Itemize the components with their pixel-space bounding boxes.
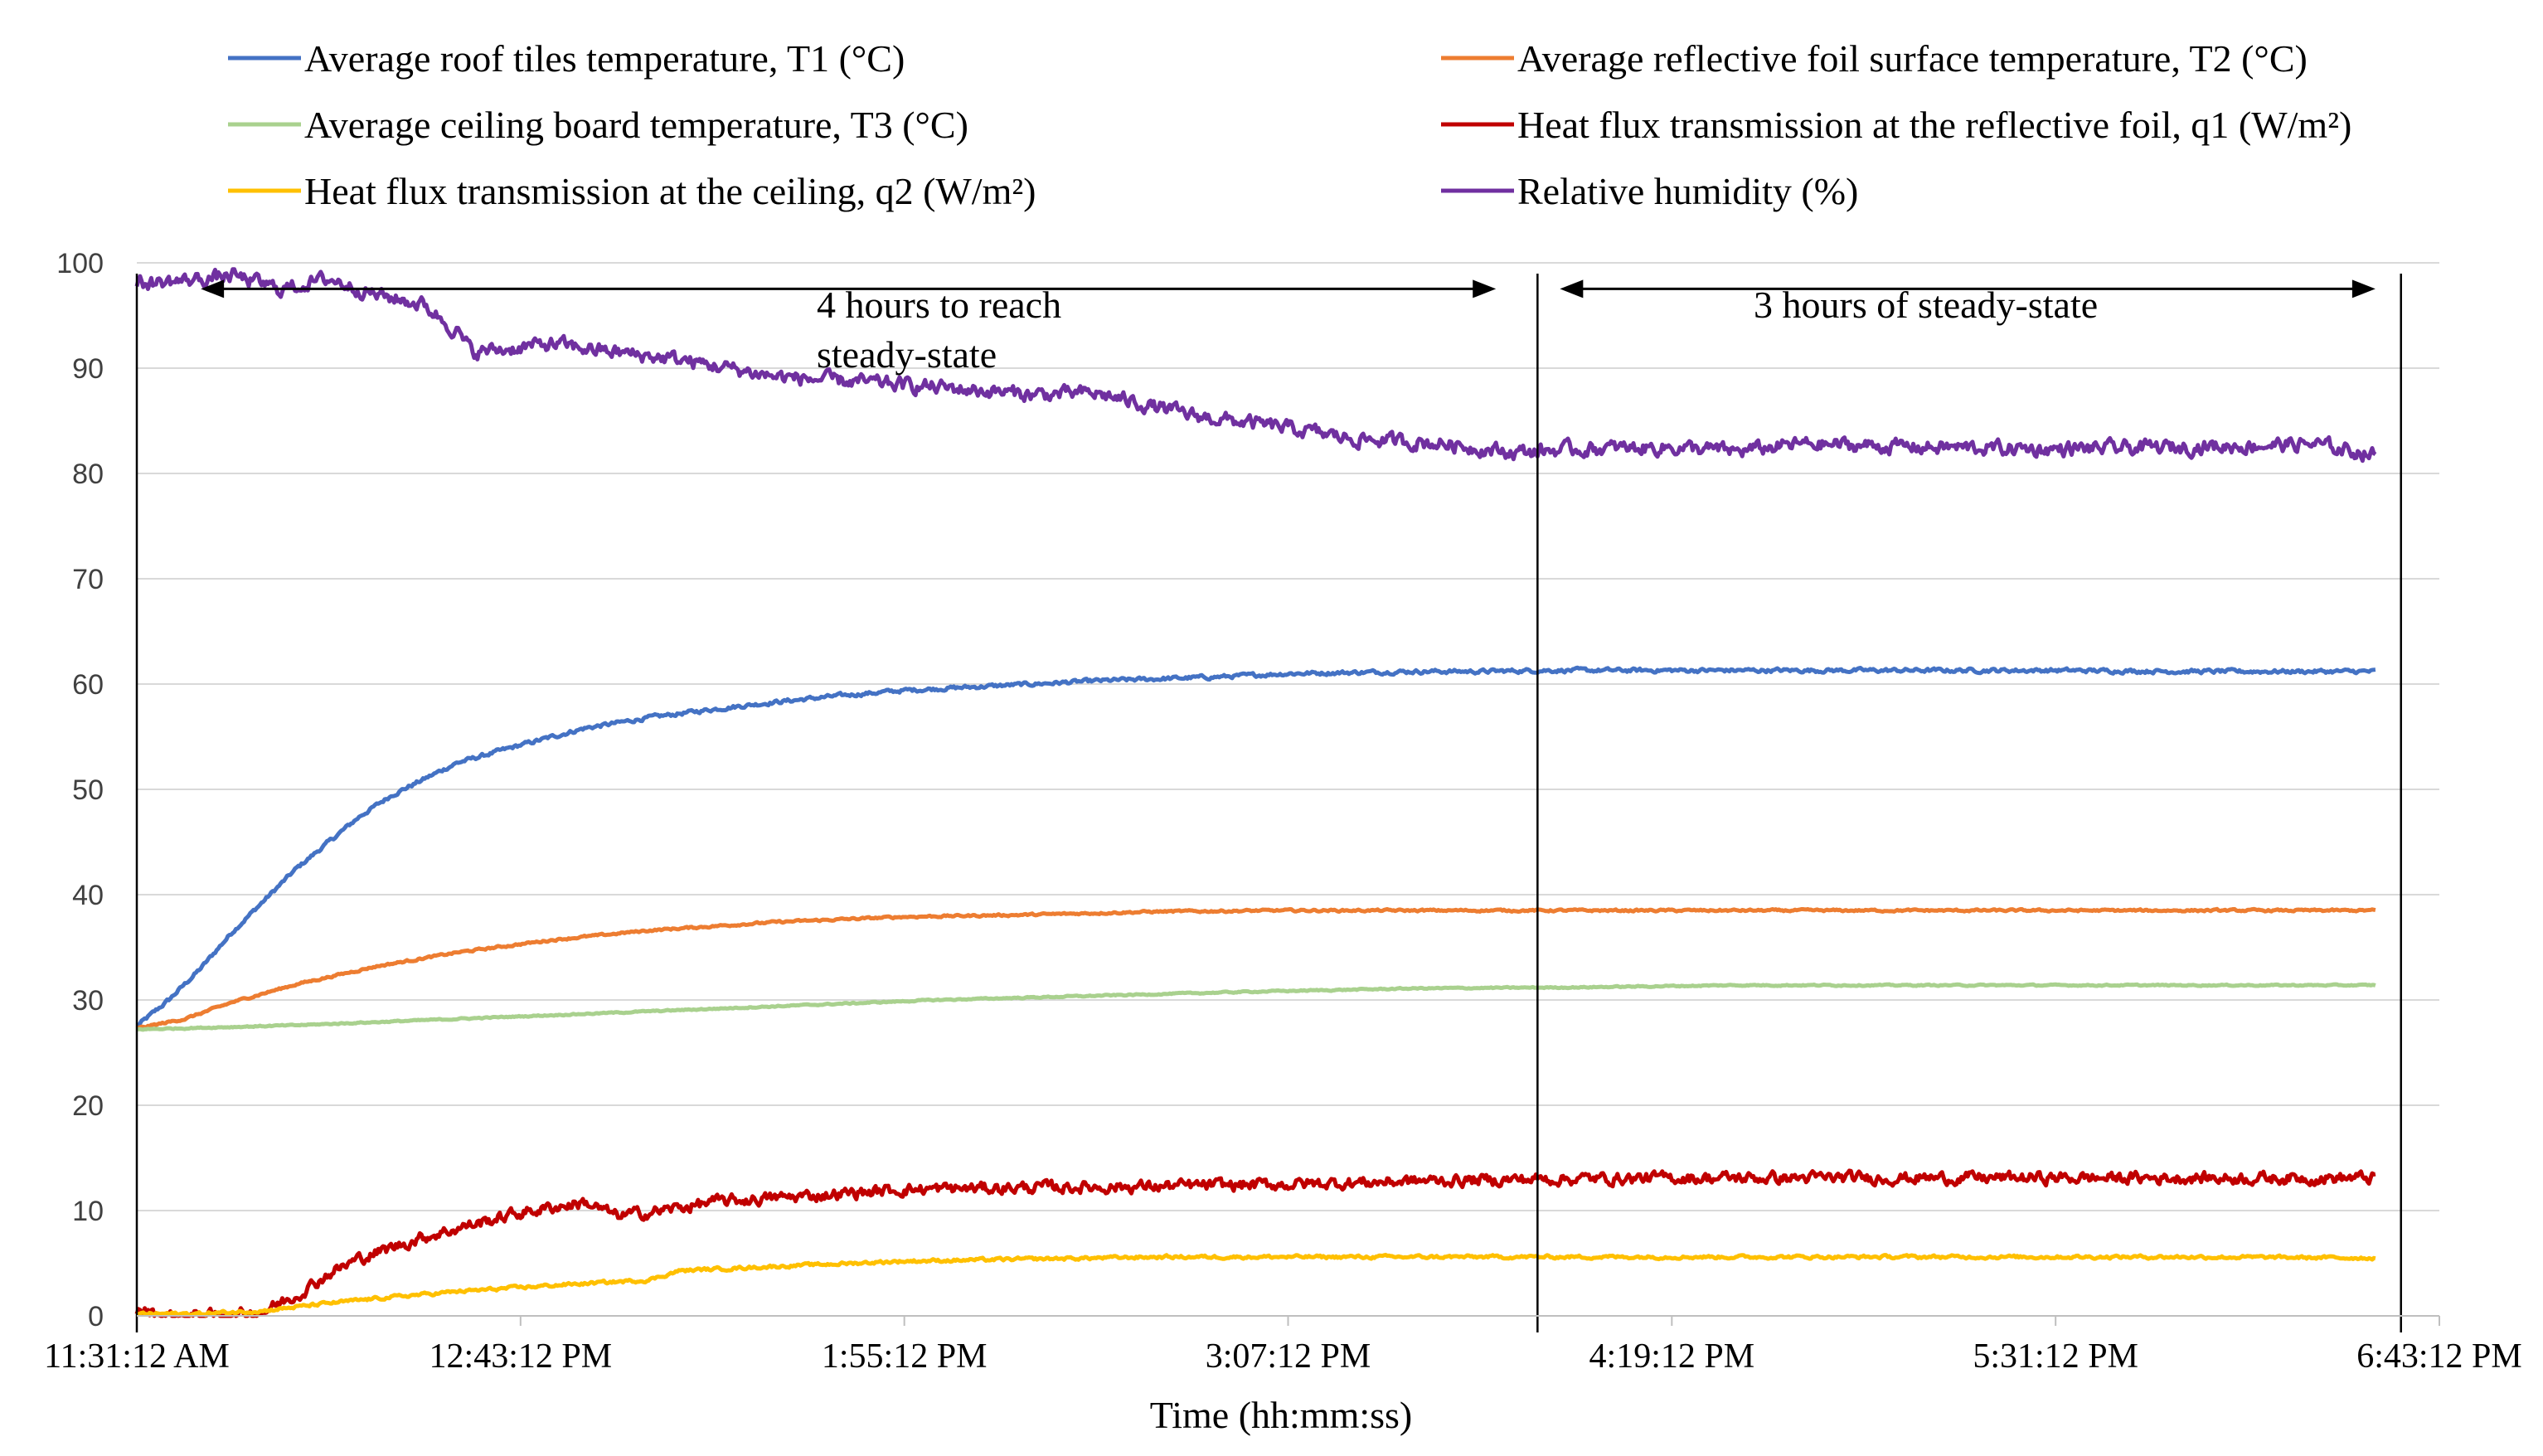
gridlines [137,262,2439,1211]
x-tick-label: 3:07:12 PM [1206,1337,1371,1376]
legend-label: Average roof tiles temperature, T1 (°C) [304,37,905,80]
annotation-text: 4 hours to reach [817,284,1061,326]
series-line-average-ceiling-board-temperature-t3-c [136,982,2376,1032]
series-line-relative-humidity [134,267,2377,463]
arrowhead-right [1473,279,1497,298]
arrowhead-left [1560,279,1584,298]
x-tick-label: 12:43:12 PM [429,1337,613,1376]
series-line-average-roof-tiles-temperature-t1-c [136,665,2376,1028]
arrowhead-right [2351,279,2376,298]
y-tick-label: 100 [56,248,104,279]
y-tick-label: 0 [88,1301,104,1332]
legend: Average roof tiles temperature, T1 (°C) A… [228,37,2351,212]
x-axis-title: Time (hh:mm:ss) [1150,1394,1413,1436]
x-tick-label: 1:55:12 PM [822,1337,988,1376]
y-tick-label: 30 [72,985,104,1017]
y-tick-label: 10 [72,1196,104,1227]
y-tick-label: 50 [72,774,104,806]
y-tick-label: 80 [72,459,104,490]
series-line-heat-flux-transmission-at-the-ceiling-q2 [135,1252,2376,1318]
arrowhead-left [201,279,225,298]
annotation-text: steady-state [817,333,997,376]
y-tick-label: 60 [72,669,104,701]
vertical-markers [135,274,2402,1332]
x-axis-ticks: 11:31:12 AM 12:43:12 PM 1:55:12 PM 3:07:12 … [44,1316,2522,1376]
legend-label: Average reflective foil surface temperat… [1517,37,2308,80]
legend-label: Heat flux transmission at the reflective… [1517,104,2351,146]
y-tick-label: 70 [72,564,104,595]
x-tick-label: 6:43:12 PM [2356,1337,2522,1376]
legend-label: Average ceiling board temperature, T3 (°… [304,104,968,146]
x-tick-label: 4:19:12 PM [1589,1337,1755,1376]
x-tick-label: 11:31:12 AM [44,1337,230,1376]
y-tick-label: 20 [72,1090,104,1122]
x-tick-label: 5:31:12 PM [1973,1337,2138,1376]
legend-label: Relative humidity (%) [1517,170,1858,212]
annotation-text: 3 hours of steady-state [1754,284,2098,326]
y-axis-ticks: 0 10 20 30 40 50 60 70 80 90 100 [56,248,104,1332]
series-line-heat-flux-transmission-at-the-reflective [134,1168,2376,1318]
annotations: 4 hours to reach steady-state 3 hours of s… [201,279,2376,376]
series-line-average-reflective-foil-surface-temperat [135,906,2376,1031]
legend-label: Heat flux transmission at the ceiling, q… [304,170,1036,212]
series-group [134,267,2377,1318]
y-tick-label: 40 [72,880,104,911]
y-tick-label: 90 [72,353,104,385]
